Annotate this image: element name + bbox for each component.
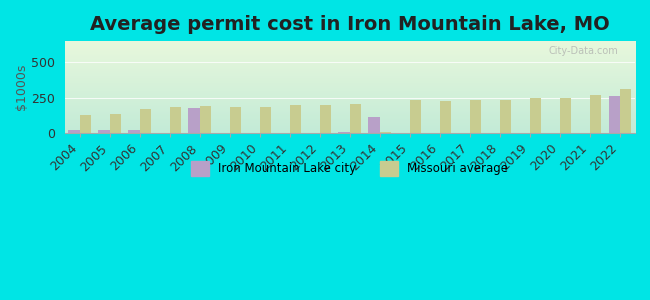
Bar (500, 100, 512, 133)
Title: Average permit cost in Iron Mountain Lake, MO: Average permit cost in Iron Mountain Lak… (90, 15, 610, 34)
Bar (320, 105, 331, 133)
Bar (470, 100, 481, 133)
Bar (590, 95, 601, 133)
Bar (608, 96, 620, 133)
Bar (200, 106, 211, 133)
Legend: Iron Mountain Lake city, Missouri average: Iron Mountain Lake city, Missouri averag… (187, 156, 513, 180)
Bar (560, 98, 571, 133)
Bar (350, 104, 361, 133)
Bar (68, 130, 79, 133)
Bar (110, 114, 121, 133)
Bar (170, 107, 181, 133)
Bar (369, 117, 380, 133)
Text: City-Data.com: City-Data.com (548, 46, 618, 56)
Bar (140, 109, 151, 133)
Bar (98, 130, 110, 133)
Bar (229, 107, 241, 133)
Bar (339, 132, 350, 133)
Y-axis label: $1000s: $1000s (15, 64, 28, 110)
Bar (530, 98, 541, 133)
Bar (259, 107, 271, 133)
Bar (440, 101, 451, 133)
Bar (620, 89, 631, 133)
Bar (128, 130, 140, 133)
Bar (188, 108, 200, 133)
Bar (79, 115, 91, 133)
Bar (380, 131, 391, 133)
Bar (410, 100, 421, 133)
Bar (290, 105, 301, 133)
